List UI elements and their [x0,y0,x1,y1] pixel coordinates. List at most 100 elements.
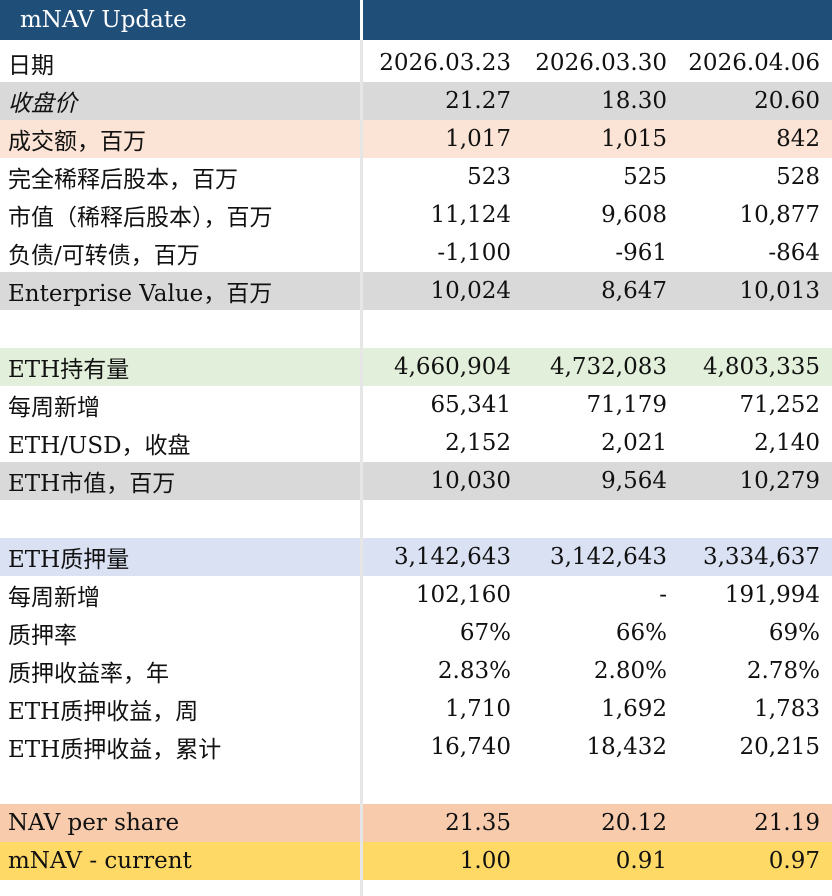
value-cell: 525 [623,164,667,190]
value-cell: 4,803,335 [702,354,820,380]
value-cell: 67% [459,620,511,646]
value-cell: 3,334,637 [702,544,820,570]
value-cell: -864 [768,240,820,266]
cell-separator [360,842,363,880]
value-cell: 21.35 [445,810,511,836]
value-cell: 8,647 [601,278,667,304]
value-cell: 9,564 [601,468,667,494]
value-cell: 2,140 [754,430,820,456]
mnav-current-row: mNAV - current 1.00 0.91 0.97 [0,842,832,880]
value-cell: 102,160 [415,582,511,608]
row-label: mNAV - current [8,848,192,874]
value-cell: 1,692 [601,696,667,722]
cell-separator [360,196,363,234]
market-cap-row: 市值（稀释后股本），百万 11,124 9,608 10,877 [0,196,832,234]
turnover-row: 成交额，百万 1,017 1,015 842 [0,120,832,158]
value-cell: 2,021 [601,430,667,456]
row-label: NAV per share [8,810,180,836]
cell-separator [360,348,363,386]
value-cell: 65,341 [430,392,511,418]
staking-yield-row: 质押收益率，年 2.83% 2.80% 2.78% [0,652,832,690]
cell-separator [360,538,363,576]
value-cell: 4,660,904 [393,354,511,380]
staking-income-cum-row: ETH质押收益，累计 16,740 18,432 20,215 [0,728,832,766]
date-row: 日期 2026.03.23 2026.03.30 2026.04.06 [0,44,832,82]
cell-separator [360,728,363,766]
close-price-row: 收盘价 21.27 18.30 20.60 [0,82,832,120]
row-label: 质押率 [8,623,77,649]
eth-market-value-row: ETH市值，百万 10,030 9,564 10,279 [0,462,832,500]
value-cell: 1,710 [445,696,511,722]
row-label: 每周新增 [8,585,100,611]
row-label: ETH市值，百万 [8,471,176,497]
row-label: 成交额，百万 [8,129,146,155]
value-cell: - [659,582,667,608]
row-label: ETH持有量 [8,357,130,383]
data-table: 日期 2026.03.23 2026.03.30 2026.04.06 收盘价 … [0,44,832,880]
spacer-row [0,500,832,538]
value-cell: 21.19 [754,810,820,836]
value-cell: 20.12 [601,810,667,836]
cell-separator [360,462,363,500]
value-cell: 20,215 [739,734,820,760]
row-label: 市值（稀释后股本），百万 [8,205,273,231]
cell-separator [360,614,363,652]
row-label: 负债/可转债，百万 [8,243,200,269]
header-fill [363,0,832,40]
debt-row: 负债/可转债，百万 -1,100 -961 -864 [0,234,832,272]
row-label: 每周新增 [8,395,100,421]
value-cell: 18,432 [586,734,667,760]
enterprise-value-row: Enterprise Value，百万 10,024 8,647 10,013 [0,272,832,310]
cell-separator [360,310,363,348]
sheet-title: mNAV Update [0,0,360,40]
cell-separator [360,500,363,538]
row-label: Enterprise Value，百万 [8,281,273,307]
row-label: ETH/USD，收盘 [8,433,191,459]
value-cell: 3,142,643 [393,544,511,570]
staked-weekly-add-row: 每周新增 102,160 - 191,994 [0,576,832,614]
eth-holdings-row: ETH持有量 4,660,904 4,732,083 4,803,335 [0,348,832,386]
eth-usd-row: ETH/USD，收盘 2,152 2,021 2,140 [0,424,832,462]
cell-separator [360,272,363,310]
value-cell: 10,877 [739,202,820,228]
value-cell: 69% [768,620,820,646]
value-cell: 1,783 [754,696,820,722]
date-cell: 2026.03.23 [379,50,511,76]
weekly-add-row: 每周新增 65,341 71,179 71,252 [0,386,832,424]
row-label: 日期 [8,53,54,79]
cell-separator [360,386,363,424]
cell-separator [360,652,363,690]
value-cell: 4,732,083 [549,354,667,380]
row-label: 完全稀释后股本，百万 [8,167,238,193]
value-cell: 10,279 [739,468,820,494]
value-cell: 71,179 [586,392,667,418]
value-cell: 16,740 [430,734,511,760]
value-cell: 18.30 [601,88,667,114]
row-label: ETH质押收益，周 [8,699,199,725]
header-bar: mNAV Update [0,0,832,40]
value-cell: 1,017 [445,126,511,152]
value-cell: 2,152 [445,430,511,456]
row-label: ETH质押收益，累计 [8,737,222,763]
cell-separator [360,690,363,728]
value-cell: 10,030 [430,468,511,494]
value-cell: 9,608 [601,202,667,228]
spacer-row [0,310,832,348]
value-cell: 528 [776,164,820,190]
row-label: ETH质押量 [8,547,130,573]
value-cell: 3,142,643 [549,544,667,570]
cell-separator [360,576,363,614]
cell-separator [360,424,363,462]
value-cell: 1.00 [459,848,511,874]
spacer-row [0,766,832,804]
value-cell: 842 [776,126,820,152]
row-label: 质押收益率，年 [8,661,169,687]
cell-separator [360,44,363,82]
value-cell: 10,024 [430,278,511,304]
value-cell: 2.80% [593,658,667,684]
cell-separator [360,82,363,120]
value-cell: -961 [615,240,667,266]
cell-separator [360,158,363,196]
value-cell: 21.27 [445,88,511,114]
